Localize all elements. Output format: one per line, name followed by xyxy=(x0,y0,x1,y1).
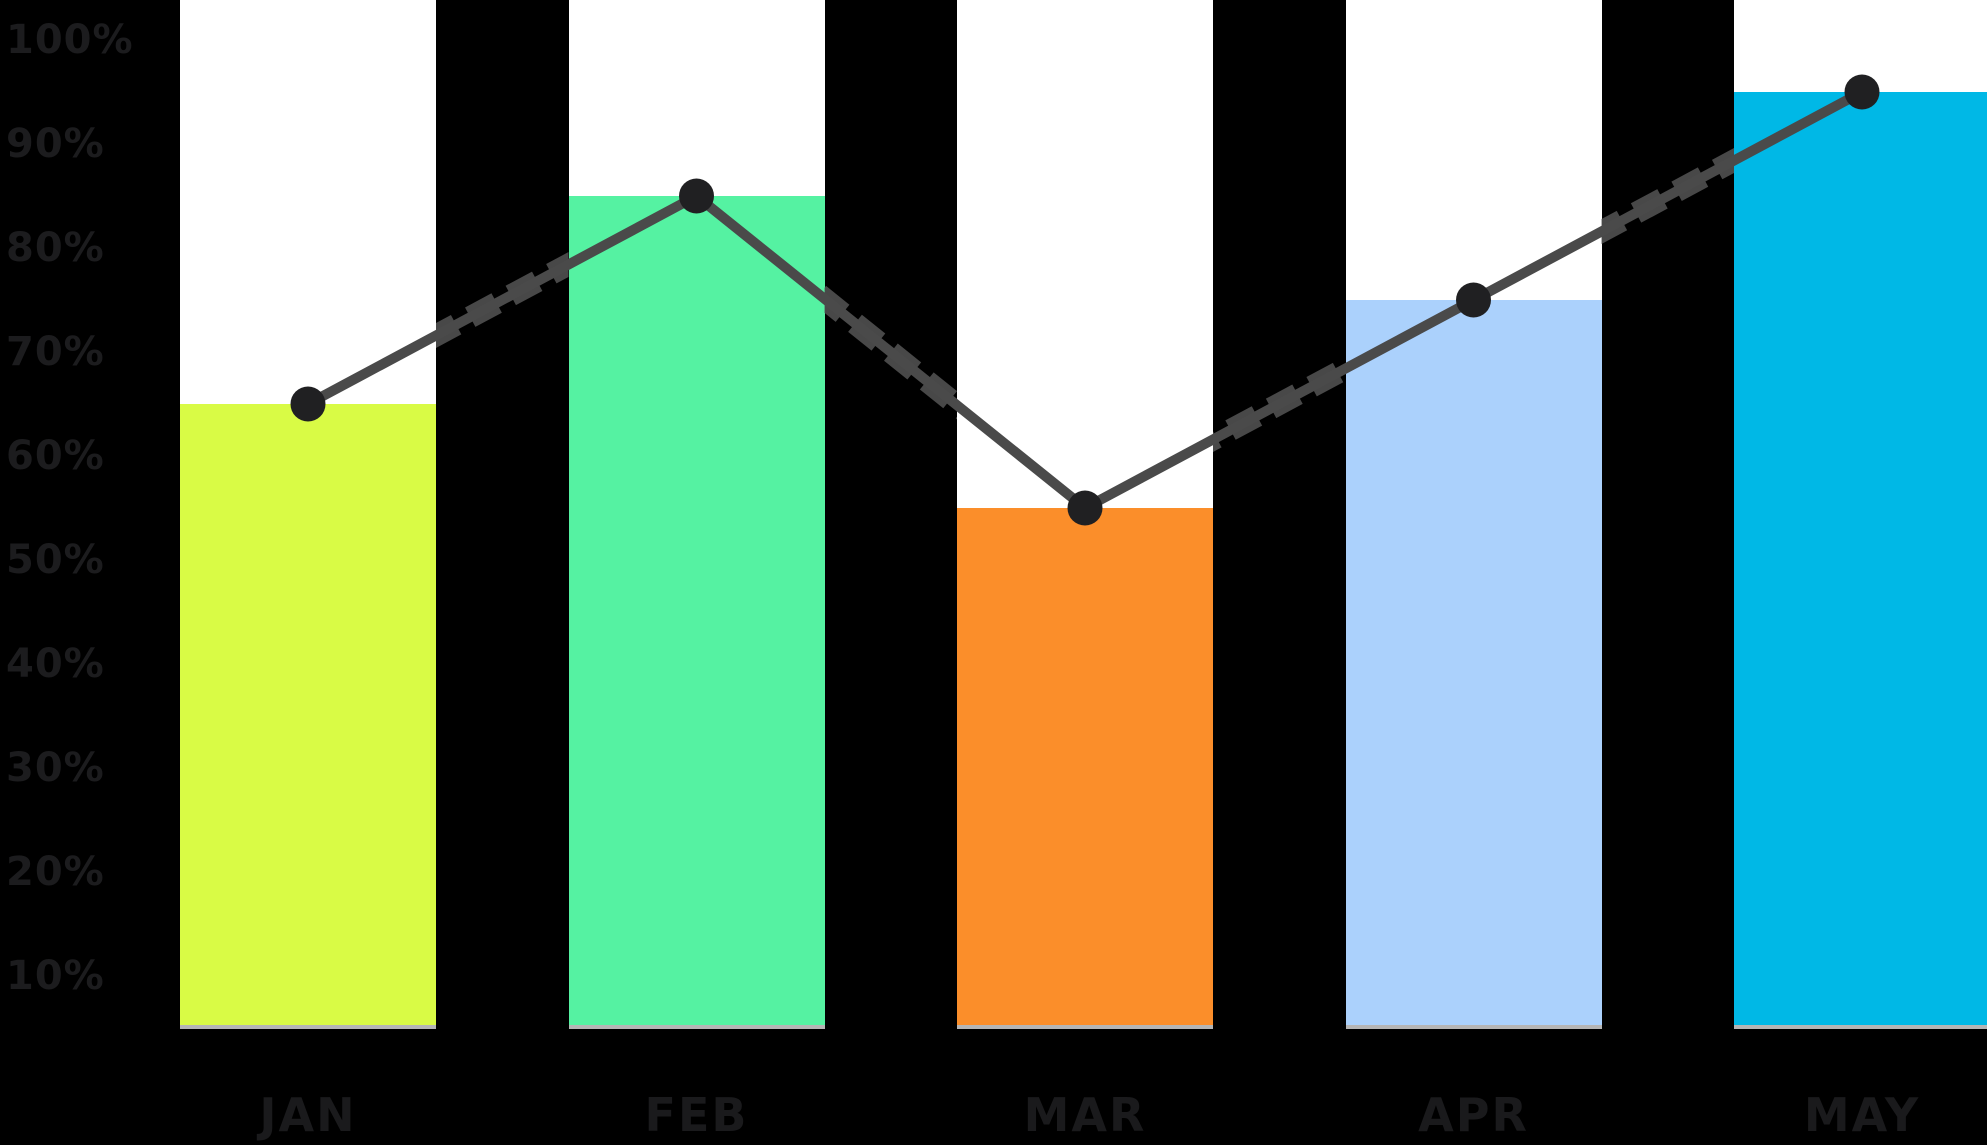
y-axis-label-50: 50% xyxy=(6,537,105,583)
bar-may xyxy=(1734,92,1987,1025)
y-axis-label-10: 10% xyxy=(6,953,105,999)
bar-track-jan xyxy=(180,0,436,1029)
y-axis-label-80: 80% xyxy=(6,225,105,271)
y-axis-label-60: 60% xyxy=(6,433,105,479)
bar-mar xyxy=(957,508,1213,1025)
y-axis-label-30: 30% xyxy=(6,745,105,791)
bar-jan xyxy=(180,404,436,1025)
bar-track-feb xyxy=(568,0,825,1029)
bar-track-apr xyxy=(1345,0,1602,1029)
y-axis-label-40: 40% xyxy=(6,641,105,687)
bar-track-may xyxy=(1734,0,1987,1029)
x-axis-label-jan: JAN xyxy=(259,1088,357,1142)
bar-feb xyxy=(568,196,825,1025)
x-axis-label-may: MAY xyxy=(1803,1088,1921,1142)
x-axis-label-mar: MAR xyxy=(1023,1088,1147,1142)
bar-track-mar xyxy=(957,0,1213,1029)
x-axis-label-feb: FEB xyxy=(644,1088,749,1142)
bar-apr xyxy=(1345,300,1602,1025)
y-axis-label-90: 90% xyxy=(6,121,105,167)
y-axis-label-70: 70% xyxy=(6,329,105,375)
y-axis-label-100: 100% xyxy=(6,17,134,63)
y-axis-label-20: 20% xyxy=(6,849,105,895)
x-axis-label-apr: APR xyxy=(1418,1088,1529,1142)
